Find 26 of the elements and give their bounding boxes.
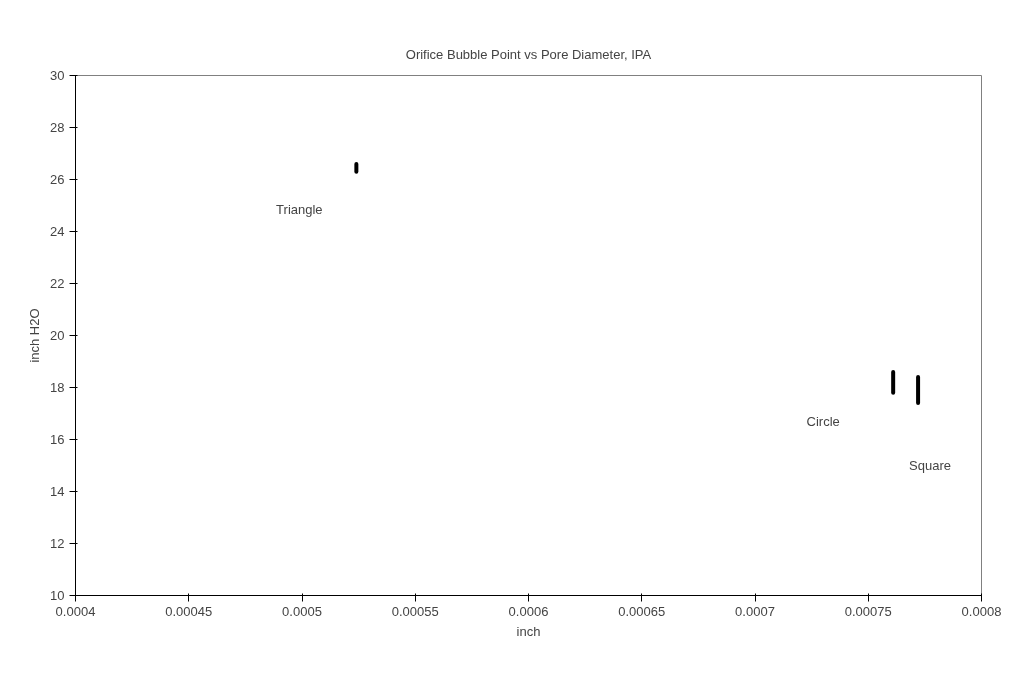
y-tick-label: 10: [50, 588, 65, 603]
x-tick-label: 0.00055: [391, 603, 439, 619]
x-tick-label: 0.0004: [55, 603, 96, 619]
annotation: Circle: [806, 413, 840, 429]
annotation: Triangle: [276, 202, 323, 218]
x-tick-label: 0.0006: [508, 603, 549, 619]
x-tick-label: 0.00075: [844, 603, 892, 619]
y-tick-label: 24: [50, 224, 65, 239]
y-tick-label: 18: [50, 380, 65, 395]
y-tick-label: 30: [50, 68, 65, 83]
x-tick-label: 0.0007: [735, 603, 775, 619]
y-tick-label: 16: [50, 432, 65, 447]
x-axis-title: inch: [516, 623, 541, 639]
x-tick-label: 0.00045: [165, 603, 213, 619]
y-tick-label: 20: [50, 328, 65, 343]
annotation: Square: [909, 457, 952, 473]
chart-title: Orifice Bubble Point vs Pore Diameter, IPA: [405, 46, 652, 62]
y-tick-label: 26: [50, 172, 65, 187]
y-tick-label: 22: [50, 276, 65, 291]
y-tick-label: 28: [50, 120, 65, 135]
y-tick-label: 14: [50, 484, 65, 499]
x-tick-label: 0.00065: [618, 603, 666, 619]
x-tick-label: 0.0005: [282, 603, 322, 619]
x-tick-label: 0.0008: [961, 603, 1002, 619]
y-tick-label: 12: [50, 536, 65, 551]
y-axis-title: inch H2O: [27, 308, 43, 363]
